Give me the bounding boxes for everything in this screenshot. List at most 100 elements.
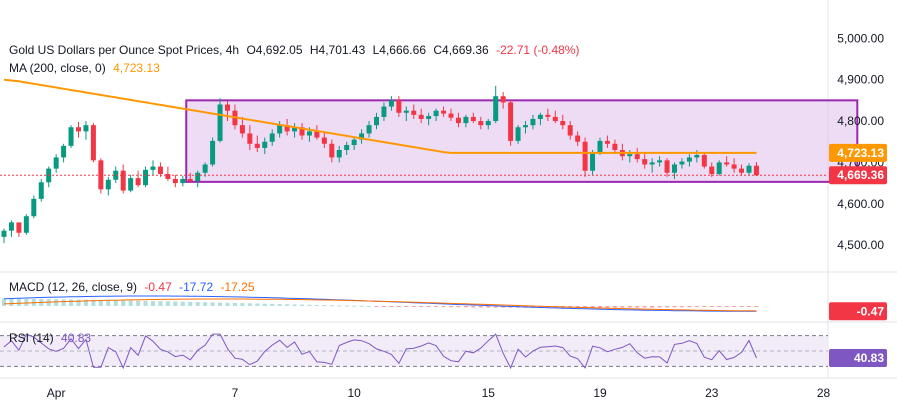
macd-histogram-bar — [76, 299, 81, 306]
candle-body — [523, 125, 528, 128]
time-tick-label: Apr — [47, 386, 66, 400]
candle-body — [657, 160, 663, 163]
candle — [262, 137, 268, 155]
macd-histogram-bar — [173, 301, 178, 306]
candle-body — [143, 169, 149, 186]
macd-histogram-bar — [352, 305, 357, 307]
candle — [701, 152, 707, 169]
candle-body — [292, 127, 298, 132]
rsi-value: 40.83 — [61, 331, 92, 345]
candle — [575, 131, 581, 146]
macd-histogram-bar — [2, 298, 6, 306]
macd-histogram-bar — [389, 306, 394, 307]
symbol-title: Gold US Dollars per Ounce Spot Prices, 4… — [9, 43, 240, 57]
macd-histogram-bar — [754, 306, 759, 307]
candle-body — [1, 230, 7, 237]
candle-body — [83, 125, 89, 132]
candle-body — [746, 165, 752, 173]
ma-value: 4,723.13 — [113, 61, 160, 75]
close-price-tag: 4,669.36 — [829, 166, 887, 185]
macd-histogram-bar — [300, 304, 304, 306]
candle-body — [724, 162, 730, 165]
macd-histogram-bar — [69, 299, 74, 306]
rsi-header: RSI (14) 40.83 — [9, 331, 95, 345]
candle-body — [284, 125, 290, 132]
candle — [753, 162, 759, 177]
candle — [329, 139, 335, 163]
time-axis: Apr 7 10 15 19 23 28 — [47, 386, 831, 400]
candle-body — [8, 222, 14, 231]
candle-body — [537, 114, 543, 119]
candle — [23, 214, 29, 235]
candle-body — [396, 100, 402, 113]
macd-histogram-bar — [247, 303, 252, 306]
candle — [8, 220, 14, 237]
macd-histogram-bar — [143, 300, 148, 306]
close-value: 4,669.36 — [442, 43, 489, 57]
candle-body — [448, 113, 454, 118]
macd-histogram-bar — [307, 304, 312, 306]
macd-histogram-bar — [739, 306, 744, 307]
candle-body — [716, 162, 722, 174]
candle-body — [701, 154, 707, 167]
candle-body — [463, 116, 469, 124]
candle-body — [262, 141, 268, 148]
candle-body — [560, 121, 566, 126]
macd-histogram-bar — [605, 306, 610, 308]
close-price-tag-text: 4,669.36 — [837, 168, 884, 182]
macd-histogram-bar — [210, 302, 215, 306]
candle — [463, 114, 469, 128]
candle — [455, 112, 461, 128]
candle-body — [329, 143, 335, 158]
candle-body — [225, 104, 230, 111]
candle-body — [210, 140, 216, 165]
candle-body — [61, 145, 67, 158]
candle-body — [113, 170, 119, 180]
candle-body — [90, 125, 96, 161]
candle-body — [604, 140, 610, 144]
candle-body — [515, 127, 521, 141]
macd-histogram-bar — [598, 306, 602, 308]
grid — [0, 0, 897, 379]
candle — [90, 123, 96, 163]
candle — [731, 158, 737, 173]
ma-header: MA (200, close, 0) 4,723.13 — [9, 61, 164, 75]
macd-histogram-bar — [627, 306, 632, 308]
candle — [478, 116, 484, 130]
candle — [98, 158, 104, 194]
candle-body — [374, 116, 379, 126]
candle — [672, 162, 677, 179]
candle — [716, 160, 722, 176]
symbol-header: Gold US Dollars per Ounce Spot Prices, 4… — [9, 43, 583, 57]
ma-price-tag-text: 4,723.13 — [837, 146, 884, 160]
candle-body — [493, 96, 499, 122]
candle — [195, 170, 201, 188]
candle-body — [38, 182, 44, 199]
candle-body — [76, 127, 81, 132]
candle-body — [694, 154, 700, 158]
macd-histogram-bar — [486, 306, 491, 308]
macd-histogram-bar — [672, 306, 677, 308]
candle — [418, 108, 424, 124]
macd-histogram-bar — [322, 305, 327, 307]
candle — [143, 166, 149, 188]
macd-histogram-bar — [106, 300, 111, 306]
macd-histogram-bar — [367, 305, 372, 307]
macd-histogram-bar — [285, 304, 290, 306]
candle-body — [299, 127, 305, 136]
candle — [359, 129, 365, 144]
candle-body — [16, 222, 22, 233]
candle-body — [627, 154, 633, 157]
macd-histogram-bar — [612, 306, 617, 308]
macd-histogram-bar — [575, 306, 580, 308]
candle-body — [590, 152, 596, 171]
candle-body — [485, 121, 491, 126]
candle — [269, 129, 275, 146]
macd-histogram-bar — [203, 302, 208, 306]
price-tick-label: 4,500.00 — [837, 238, 884, 252]
rectangle-zone — [185, 99, 859, 183]
candle — [388, 96, 394, 111]
candle — [366, 121, 372, 138]
macd-label: MACD (12, 26, close, 9) — [9, 280, 138, 294]
candle-body — [336, 150, 342, 158]
